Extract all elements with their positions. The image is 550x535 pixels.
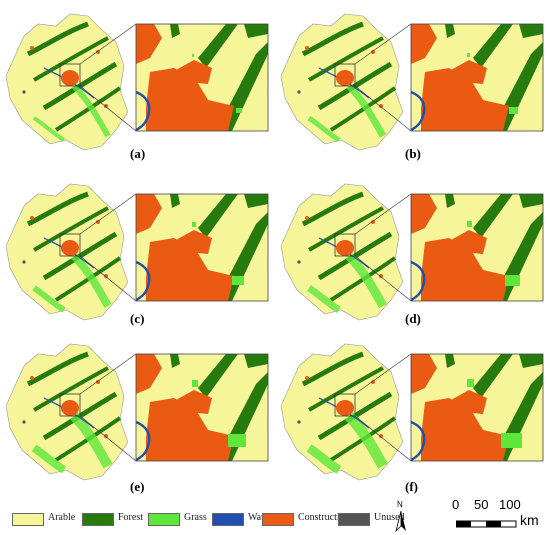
panel-label: (c)	[130, 311, 145, 326]
legend-label: Unused	[374, 512, 405, 523]
map-panel-graphic	[280, 183, 544, 321]
panel-label: (e)	[130, 479, 145, 494]
scale-tick-50: 50	[474, 497, 489, 512]
legend-label: Arable	[48, 512, 76, 523]
legend-swatch-water	[212, 513, 244, 526]
scale-unit: km	[520, 512, 539, 528]
map-panel-graphic	[5, 343, 269, 481]
scale-tick-100: 100	[499, 497, 521, 512]
panel-label: (b)	[405, 146, 421, 161]
legend-label: Forest	[118, 512, 143, 523]
legend: Arable Forest Grass Water Construction U…	[0, 508, 405, 532]
legend-label: Construction	[298, 512, 350, 523]
map-panel-c: (c)	[0, 170, 275, 340]
scale-bar: 0 50 100 km	[448, 497, 548, 533]
panel-label: (a)	[130, 146, 146, 161]
scale-bar-graphic	[456, 520, 517, 528]
north-arrow-icon	[395, 510, 406, 533]
map-panel-d: (d)	[275, 170, 550, 340]
map-panel-a: (a)	[0, 0, 275, 170]
legend-swatch-unused	[338, 513, 370, 526]
legend-swatch-grass	[148, 513, 180, 526]
map-panel-f: (f)	[275, 330, 550, 500]
map-panel-e: (e)	[0, 330, 275, 500]
panel-label: (d)	[405, 311, 421, 326]
panel-label: (f)	[405, 479, 418, 494]
legend-swatch-arable	[12, 513, 44, 526]
map-panel-graphic	[280, 13, 544, 151]
map-panel-b: (b)	[275, 0, 550, 170]
legend-label: Grass	[184, 512, 207, 523]
legend-label: Water	[248, 512, 272, 523]
legend-swatch-forest	[82, 513, 114, 526]
map-panel-graphic	[5, 183, 269, 321]
scale-tick-0: 0	[452, 497, 460, 512]
map-panel-graphic	[5, 13, 269, 151]
legend-swatch-construction	[262, 513, 294, 526]
north-arrow-label: N	[397, 500, 403, 509]
north-arrow: N	[393, 500, 409, 534]
map-panel-graphic	[280, 343, 544, 481]
